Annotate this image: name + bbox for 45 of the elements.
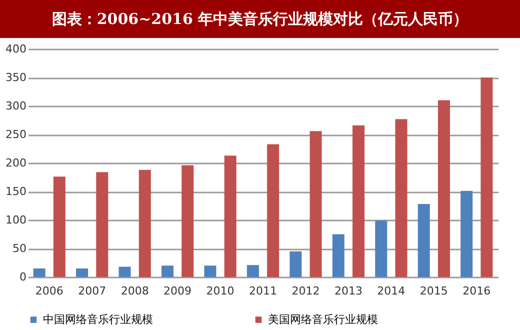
- bar: [310, 131, 322, 277]
- x-tick-label: 2012: [292, 284, 320, 298]
- bar: [290, 251, 302, 277]
- bar: [33, 268, 46, 277]
- bar: [438, 100, 450, 277]
- bar: [204, 266, 216, 277]
- y-tick-label: 350: [6, 71, 26, 84]
- y-tick-label: 250: [6, 128, 26, 141]
- y-tick-label: 200: [6, 156, 26, 170]
- chart-title: 图表：2006~2016 年中美音乐行业规模对比（亿元人民币）: [0, 0, 520, 38]
- x-tick-label: 2006: [35, 284, 64, 298]
- x-tick-label: 2016: [462, 284, 491, 298]
- bar: [480, 78, 493, 277]
- bar: [53, 176, 66, 277]
- x-tick-label: 2013: [334, 284, 362, 298]
- bar: [332, 234, 344, 277]
- bar: [418, 204, 430, 277]
- y-tick-label: 100: [6, 214, 26, 226]
- bar: [76, 268, 88, 277]
- y-tick-label: 400: [6, 42, 26, 56]
- y-tick-label: 150: [6, 185, 26, 198]
- legend-label: 美国网络音乐行业规模: [268, 312, 378, 326]
- bar: [118, 266, 131, 277]
- bar: [246, 265, 259, 277]
- x-tick-label: 2008: [120, 284, 149, 298]
- bar: [182, 165, 194, 277]
- x-tick-label: 2014: [377, 284, 406, 298]
- bar: [96, 172, 108, 277]
- bar: [395, 119, 408, 277]
- x-tick-label: 2007: [78, 284, 106, 298]
- y-tick-label: 0: [20, 270, 26, 284]
- bar: [224, 156, 236, 277]
- y-tick-label: 300: [6, 100, 26, 112]
- bar: [375, 220, 388, 277]
- bar: [352, 125, 365, 277]
- bar: [267, 144, 280, 277]
- bar: [138, 170, 151, 277]
- x-tick-label: 2011: [249, 284, 277, 298]
- legend-label: 中国网络音乐行业规模: [43, 312, 153, 326]
- y-tick-label: 50: [12, 242, 26, 255]
- bar: [460, 190, 473, 277]
- x-tick-label: 2015: [420, 284, 448, 298]
- bar: [161, 266, 174, 277]
- x-tick-label: 2010: [206, 284, 234, 298]
- x-tick-label: 2009: [164, 284, 192, 298]
